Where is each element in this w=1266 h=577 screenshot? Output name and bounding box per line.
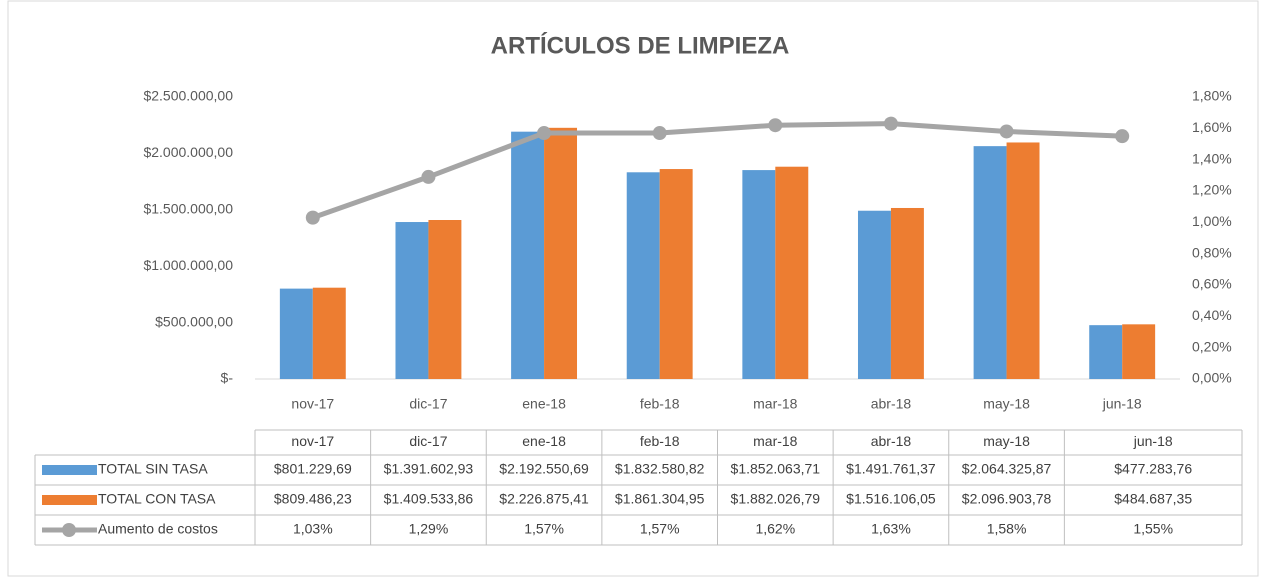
table-cell: $801.229,69 bbox=[274, 461, 352, 477]
y2-tick-label: 1,00% bbox=[1192, 213, 1232, 229]
bar bbox=[428, 220, 462, 379]
y2-tick-label: 0,80% bbox=[1192, 244, 1232, 260]
table-cell: 1,03% bbox=[293, 521, 333, 537]
bar bbox=[890, 207, 924, 379]
table-cell: $2.096.903,78 bbox=[962, 491, 1052, 507]
legend-key-marker bbox=[62, 523, 76, 537]
line-marker bbox=[305, 210, 320, 225]
bar bbox=[511, 131, 545, 379]
bar bbox=[626, 172, 660, 379]
bar bbox=[1006, 142, 1040, 379]
line-marker bbox=[1115, 129, 1130, 144]
y2-tick-label: 1,40% bbox=[1192, 150, 1232, 166]
y-tick-label: $1.500.000,00 bbox=[143, 201, 233, 217]
line-marker bbox=[999, 124, 1014, 139]
line-marker bbox=[883, 116, 898, 131]
y2-tick-label: 0,20% bbox=[1192, 338, 1232, 354]
y2-tick-label: 1,80% bbox=[1192, 88, 1232, 104]
table-cell: $2.192.550,69 bbox=[499, 461, 589, 477]
bar bbox=[857, 210, 891, 379]
table-cell: $484.687,35 bbox=[1114, 491, 1192, 507]
table-header: ene-18 bbox=[522, 433, 566, 449]
line-marker bbox=[768, 118, 783, 133]
x-tick-label: feb-18 bbox=[640, 396, 680, 412]
legend-key bbox=[42, 465, 97, 475]
x-tick-label: jun-18 bbox=[1102, 396, 1142, 412]
x-tick-label: dic-17 bbox=[409, 396, 447, 412]
bar bbox=[973, 146, 1007, 379]
table-header: nov-17 bbox=[291, 433, 334, 449]
bar bbox=[544, 127, 578, 379]
table-cell: $2.064.325,87 bbox=[962, 461, 1052, 477]
y-tick-label: $1.000.000,00 bbox=[143, 257, 233, 273]
line-marker bbox=[537, 126, 552, 141]
table-header: abr-18 bbox=[871, 433, 912, 449]
table-cell: $1.391.602,93 bbox=[384, 461, 474, 477]
bar bbox=[659, 169, 693, 379]
legend-key bbox=[42, 495, 97, 505]
legend-label: TOTAL SIN TASA bbox=[98, 461, 208, 477]
legend-label: TOTAL CON TASA bbox=[98, 491, 216, 507]
x-tick-label: mar-18 bbox=[753, 396, 798, 412]
table-cell: $809.486,23 bbox=[274, 491, 352, 507]
bar bbox=[395, 222, 429, 379]
x-tick-label: ene-18 bbox=[522, 396, 566, 412]
bar bbox=[279, 288, 313, 379]
table-cell: $2.226.875,41 bbox=[499, 491, 589, 507]
legend-label: Aumento de costos bbox=[98, 521, 218, 537]
table-cell: $1.882.026,79 bbox=[731, 491, 821, 507]
bar bbox=[775, 166, 809, 379]
y-tick-label: $- bbox=[221, 370, 234, 386]
line bbox=[311, 121, 1123, 220]
table-header: jun-18 bbox=[1133, 433, 1173, 449]
table-cell: 1,58% bbox=[987, 521, 1027, 537]
table-cell: $1.516.106,05 bbox=[846, 491, 936, 507]
table-cell: 1,57% bbox=[640, 521, 680, 537]
bar bbox=[312, 287, 346, 379]
table-cell: $1.852.063,71 bbox=[731, 461, 821, 477]
bar bbox=[1122, 324, 1156, 379]
x-tick-label: nov-17 bbox=[291, 396, 334, 412]
y2-tick-label: 0,60% bbox=[1192, 276, 1232, 292]
table-cell: $1.832.580,82 bbox=[615, 461, 705, 477]
y-tick-label: $2.000.000,00 bbox=[143, 144, 233, 160]
table-cell: 1,63% bbox=[871, 521, 911, 537]
table-cell: $1.491.761,37 bbox=[846, 461, 936, 477]
x-tick-label: may-18 bbox=[983, 396, 1030, 412]
table-cell: 1,29% bbox=[409, 521, 449, 537]
chart-title: ARTÍCULOS DE LIMPIEZA bbox=[491, 31, 790, 59]
y2-tick-label: 1,20% bbox=[1192, 182, 1232, 198]
table-cell: $1.861.304,95 bbox=[615, 491, 705, 507]
line-marker bbox=[421, 169, 436, 184]
table-cell: 1,62% bbox=[755, 521, 795, 537]
y2-tick-label: 0,00% bbox=[1192, 370, 1232, 386]
table-header: feb-18 bbox=[640, 433, 680, 449]
line-marker bbox=[652, 126, 667, 141]
y2-tick-label: 0,40% bbox=[1192, 307, 1232, 323]
table-cell: 1,55% bbox=[1133, 521, 1173, 537]
table-header: dic-17 bbox=[409, 433, 447, 449]
y-tick-label: $2.500.000,00 bbox=[143, 88, 233, 104]
table-cell: 1,57% bbox=[524, 521, 564, 537]
table-cell: $1.409.533,86 bbox=[384, 491, 474, 507]
y2-tick-label: 1,60% bbox=[1192, 119, 1232, 135]
table-header: mar-18 bbox=[753, 433, 798, 449]
y-tick-label: $500.000,00 bbox=[155, 313, 233, 329]
x-tick-label: abr-18 bbox=[871, 396, 912, 412]
table-header: may-18 bbox=[983, 433, 1030, 449]
bar bbox=[1089, 325, 1123, 379]
table-cell: $477.283,76 bbox=[1114, 461, 1192, 477]
bar bbox=[742, 170, 776, 379]
